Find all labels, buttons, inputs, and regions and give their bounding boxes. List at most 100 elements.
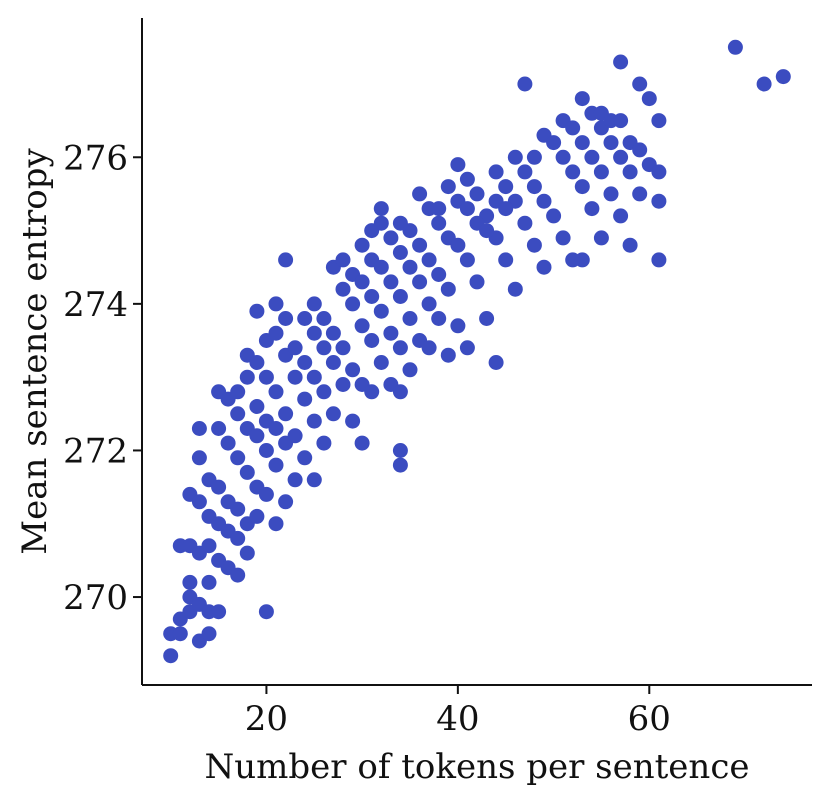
data-point bbox=[498, 252, 514, 268]
data-point bbox=[278, 311, 294, 326]
x-tick-label: 20 bbox=[245, 699, 288, 739]
data-point bbox=[536, 193, 552, 209]
data-point bbox=[632, 186, 648, 202]
data-point bbox=[373, 355, 389, 370]
data-point bbox=[354, 274, 370, 290]
data-point bbox=[622, 164, 638, 180]
x-tick-label: 40 bbox=[436, 699, 479, 739]
data-point bbox=[469, 274, 485, 290]
data-point bbox=[335, 340, 351, 356]
data-point bbox=[306, 296, 322, 312]
data-point bbox=[201, 626, 217, 642]
data-point bbox=[402, 362, 418, 378]
data-point bbox=[220, 435, 236, 451]
data-point bbox=[364, 289, 380, 304]
data-point bbox=[306, 472, 322, 488]
data-point bbox=[555, 230, 571, 246]
data-point bbox=[498, 179, 514, 195]
data-point bbox=[335, 281, 351, 297]
data-point bbox=[555, 149, 571, 165]
data-point bbox=[258, 369, 274, 385]
data-point bbox=[211, 604, 227, 620]
data-point bbox=[182, 574, 198, 590]
data-point bbox=[278, 252, 294, 268]
data-point bbox=[201, 538, 217, 554]
data-point bbox=[392, 443, 408, 458]
data-point bbox=[440, 281, 456, 297]
data-point bbox=[297, 391, 313, 407]
data-point bbox=[306, 325, 322, 341]
data-point bbox=[354, 318, 370, 334]
data-point bbox=[574, 179, 590, 195]
data-point bbox=[651, 252, 667, 268]
data-point bbox=[325, 355, 341, 370]
data-point bbox=[412, 186, 428, 202]
data-point bbox=[459, 171, 475, 187]
data-point bbox=[191, 450, 207, 466]
data-point bbox=[383, 325, 399, 341]
data-point bbox=[603, 186, 619, 202]
data-point bbox=[373, 201, 389, 217]
data-point bbox=[373, 215, 389, 231]
data-point bbox=[392, 457, 408, 473]
data-point bbox=[574, 252, 590, 268]
data-point bbox=[641, 91, 657, 107]
data-point bbox=[354, 435, 370, 451]
data-point bbox=[364, 333, 380, 348]
x-axis-label: Number of tokens per sentence bbox=[205, 747, 750, 787]
data-point bbox=[431, 215, 447, 231]
data-point bbox=[268, 516, 284, 532]
data-point bbox=[287, 428, 303, 444]
data-point bbox=[306, 413, 322, 429]
points-layer bbox=[163, 39, 791, 664]
data-point bbox=[345, 296, 361, 312]
data-point bbox=[593, 230, 609, 246]
data-point bbox=[459, 201, 475, 217]
data-point bbox=[392, 384, 408, 400]
data-point bbox=[412, 237, 428, 253]
data-point bbox=[191, 421, 207, 436]
data-point bbox=[593, 164, 609, 180]
data-point bbox=[268, 325, 284, 341]
data-point bbox=[297, 311, 313, 326]
data-point bbox=[258, 486, 274, 502]
data-point bbox=[258, 604, 274, 620]
data-point bbox=[412, 274, 428, 290]
data-point bbox=[373, 259, 389, 275]
data-point bbox=[421, 296, 437, 312]
data-point bbox=[230, 450, 246, 466]
data-point bbox=[278, 494, 294, 510]
y-axis-ticks: 270 272 274 276 bbox=[63, 138, 142, 618]
data-point bbox=[230, 384, 246, 400]
data-point bbox=[565, 120, 581, 136]
data-point bbox=[479, 223, 495, 239]
data-point bbox=[402, 259, 418, 275]
data-point bbox=[622, 237, 638, 253]
data-point bbox=[316, 435, 332, 451]
data-point bbox=[316, 340, 332, 356]
data-point bbox=[632, 142, 648, 158]
data-point bbox=[431, 267, 447, 282]
data-point bbox=[526, 237, 542, 253]
data-point bbox=[239, 464, 255, 480]
data-point bbox=[230, 530, 246, 546]
data-point bbox=[526, 149, 542, 165]
data-point bbox=[431, 201, 447, 217]
data-point bbox=[287, 369, 303, 385]
data-point bbox=[498, 201, 514, 217]
data-point bbox=[201, 574, 217, 590]
data-point bbox=[345, 362, 361, 378]
data-point bbox=[517, 76, 533, 92]
data-point bbox=[383, 230, 399, 246]
data-point bbox=[287, 472, 303, 488]
x-tick-label: 60 bbox=[628, 699, 671, 739]
data-point bbox=[459, 340, 475, 356]
data-point bbox=[613, 208, 629, 224]
data-point bbox=[584, 149, 600, 165]
data-point bbox=[249, 428, 265, 444]
data-point bbox=[517, 215, 533, 231]
data-point bbox=[479, 311, 495, 326]
data-point bbox=[364, 384, 380, 400]
data-point bbox=[249, 399, 265, 414]
